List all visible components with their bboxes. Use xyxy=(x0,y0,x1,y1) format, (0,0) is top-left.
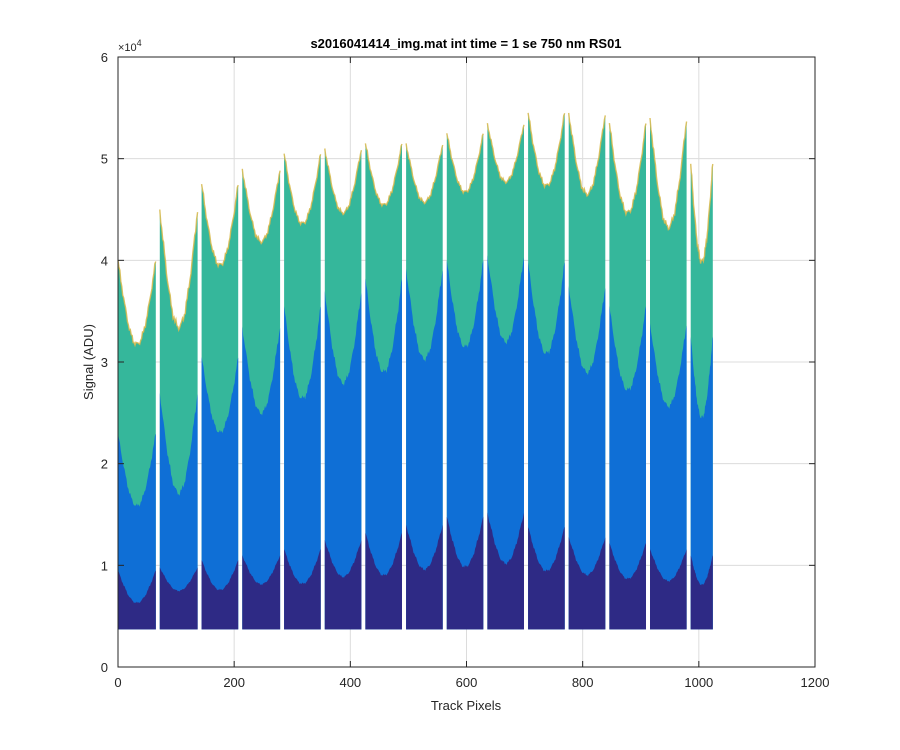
series-1-segment xyxy=(365,532,402,630)
series-2-segment xyxy=(487,255,524,630)
series-2-segment xyxy=(446,260,484,630)
series-1-segment xyxy=(650,549,687,630)
series-1-segment xyxy=(118,570,156,630)
y-tick-label: 1 xyxy=(101,558,108,573)
y-axis-exponent: ×104 xyxy=(118,38,142,54)
series-1-segment xyxy=(159,567,198,630)
series-2-segment xyxy=(201,356,239,630)
series-3-edge xyxy=(608,123,647,217)
series-1-segment xyxy=(487,512,524,630)
x-tick-label: 1200 xyxy=(801,675,830,690)
series-3-edge xyxy=(690,163,714,264)
series-1-segment xyxy=(609,543,646,630)
x-tick-label: 0 xyxy=(114,675,121,690)
series-2-segment xyxy=(568,285,606,630)
series-3-edge xyxy=(283,153,322,227)
series-1-segment xyxy=(406,524,443,630)
series-3-edge xyxy=(324,148,363,216)
series-2-segment xyxy=(690,336,713,630)
series-1-segment xyxy=(690,555,713,630)
series-2-segment xyxy=(159,392,198,630)
series-2-segment xyxy=(284,306,321,630)
series-1-segment xyxy=(284,549,321,630)
series-3-edge xyxy=(200,183,239,269)
x-tick-label: 800 xyxy=(572,675,594,690)
series-3-edge xyxy=(568,112,606,198)
chart-title: s2016041414_img.mat int time = 1 se 750 … xyxy=(310,36,621,51)
series-2-segment xyxy=(365,278,402,630)
series-1-segment xyxy=(201,560,239,630)
y-tick-label: 0 xyxy=(101,660,108,675)
y-tick-label: 5 xyxy=(101,152,108,167)
x-tick-label: 600 xyxy=(456,675,478,690)
series-3-edge xyxy=(241,168,281,245)
series-2-segment xyxy=(650,323,687,630)
series-1-segment xyxy=(324,539,362,630)
ticks: 0 200 400 600 800 1000 1200 0 1 2 3 4 5 6 xyxy=(101,50,830,690)
series-2-segment xyxy=(242,326,281,630)
series-3-edge xyxy=(649,117,688,231)
x-axis-label: Track Pixels xyxy=(431,698,502,713)
series-3-edge xyxy=(446,133,484,195)
x-tick-label: 200 xyxy=(223,675,245,690)
series-2-segment xyxy=(324,290,362,630)
series-1-segment xyxy=(446,516,484,630)
x-tick-label: 400 xyxy=(339,675,361,690)
series-1-segment xyxy=(528,526,565,630)
series-2-segment xyxy=(118,433,156,630)
y-tick-label: 3 xyxy=(101,355,108,370)
x-tick-label: 1000 xyxy=(684,675,713,690)
y-tick-label: 6 xyxy=(101,50,108,65)
series-1-segment xyxy=(242,555,281,630)
series-3-edge xyxy=(364,143,403,208)
y-axis-label: Signal (ADU) xyxy=(81,324,96,400)
y-tick-label: 2 xyxy=(101,457,108,472)
series-2-segment xyxy=(528,262,565,630)
series-3-edge xyxy=(527,112,566,190)
series-3-edge xyxy=(405,143,444,205)
plot-area xyxy=(117,112,714,630)
series-2-segment xyxy=(609,306,646,630)
series-2-segment xyxy=(406,268,443,630)
y-tick-label: 4 xyxy=(101,253,108,268)
series-1-segment xyxy=(568,536,606,630)
series-3-edge xyxy=(117,260,157,348)
series-3-edge xyxy=(159,209,199,333)
series-3-edge xyxy=(486,123,525,185)
